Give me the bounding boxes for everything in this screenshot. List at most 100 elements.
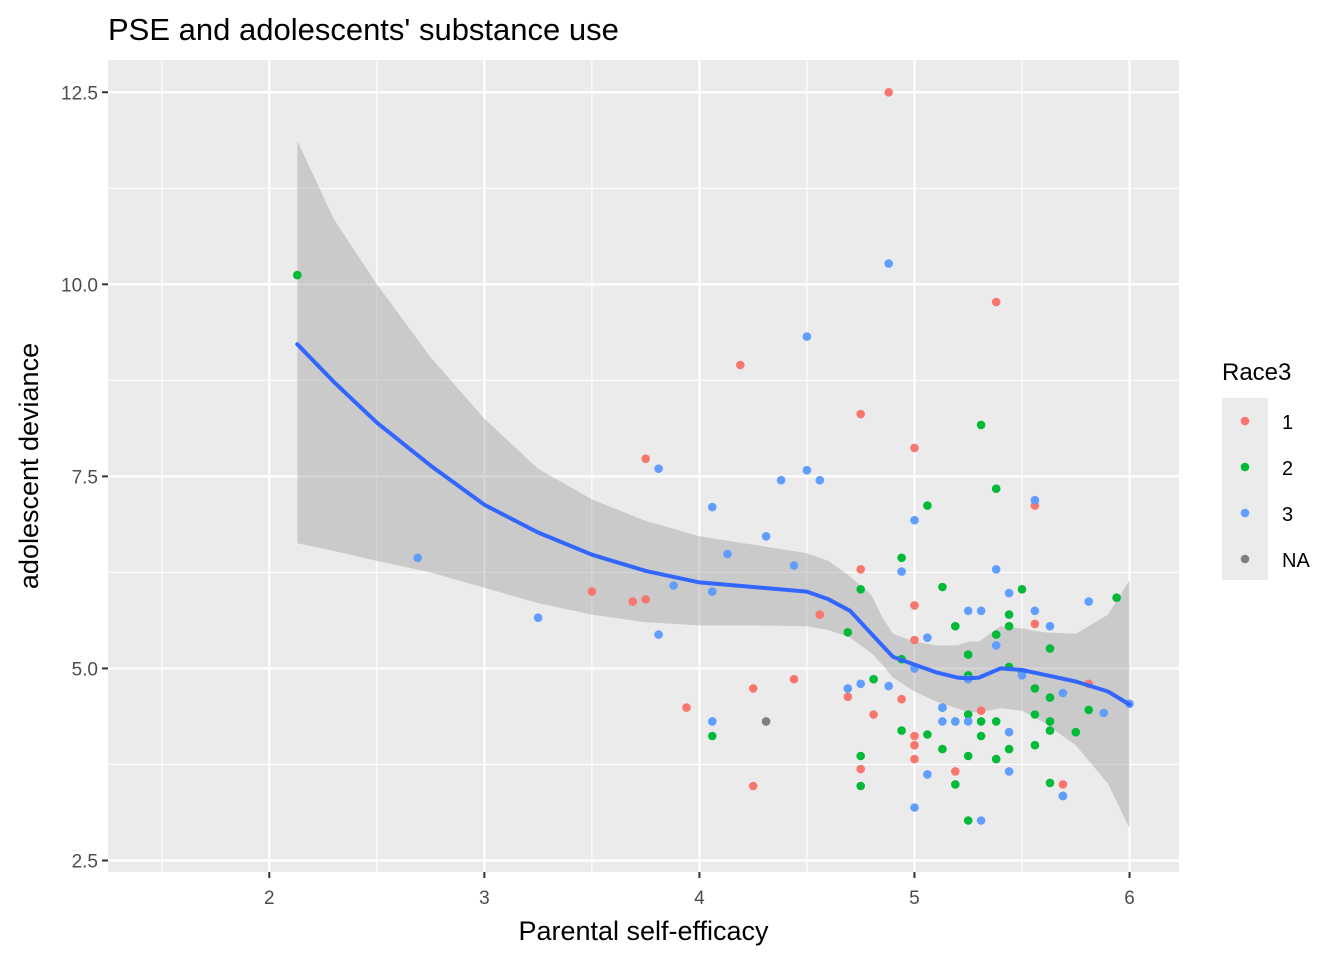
data-point-race-2 <box>1004 744 1014 754</box>
axis-ticks: 2 3 4 5 6 2.5 5.0 7.5 10.0 12.5 <box>61 83 1135 909</box>
data-point-race-3 <box>923 770 932 779</box>
y-tick-label: 10.0 <box>61 275 98 296</box>
data-point-race-2 <box>923 501 932 510</box>
legend: Race3 1 2 3 NA <box>1222 359 1310 580</box>
data-point-race-3 <box>654 464 663 474</box>
data-point-race-3 <box>1030 606 1040 616</box>
data-point-race-2 <box>1004 621 1014 631</box>
data-point-race-1 <box>682 703 691 712</box>
data-point-race-3 <box>1084 597 1093 606</box>
chart-title: PSE and adolescents' substance use <box>108 12 619 47</box>
data-point-race-3 <box>963 606 973 616</box>
data-point-race-1 <box>748 684 758 693</box>
legend-label-na: NA <box>1282 550 1310 572</box>
data-point-race-3 <box>723 549 732 559</box>
legend-title: Race3 <box>1222 359 1291 386</box>
data-point-race-2 <box>991 717 1001 726</box>
data-point-race-2 <box>938 582 947 592</box>
data-point-race-2 <box>856 585 865 594</box>
data-point-race-1 <box>884 88 893 97</box>
data-point-race-2 <box>938 744 947 754</box>
legend-key-2 <box>1240 462 1250 472</box>
data-point-race-1 <box>628 597 637 606</box>
data-point-race-1 <box>991 297 1001 307</box>
data-point-race-3 <box>938 717 947 726</box>
plot-panel <box>108 60 1179 872</box>
data-point-race-2 <box>897 553 906 563</box>
data-point-race-2 <box>1004 610 1014 619</box>
legend-items: 1 2 3 NA <box>1240 412 1310 572</box>
data-point-race-2 <box>1030 684 1040 693</box>
confidence-band <box>297 140 1130 829</box>
data-point-race-2 <box>856 751 865 761</box>
data-point-race-2 <box>897 726 906 735</box>
data-point-race-3 <box>910 515 919 525</box>
data-point-race-1 <box>976 706 986 715</box>
data-point-race-2 <box>963 751 973 761</box>
data-point-race-3 <box>1030 495 1040 505</box>
legend-label-2: 2 <box>1282 458 1293 480</box>
data-point-race-3 <box>856 679 865 689</box>
y-tick-label: 12.5 <box>61 83 98 104</box>
x-tick-label: 2 <box>264 888 275 909</box>
legend-key-1 <box>1240 416 1250 426</box>
data-point-race-3 <box>923 633 932 642</box>
x-tick-label: 4 <box>694 888 705 909</box>
legend-key-3 <box>1240 508 1250 518</box>
data-point-race-1 <box>869 710 878 719</box>
data-point-race-3 <box>1004 588 1014 598</box>
data-point-race-2 <box>976 731 986 741</box>
data-point-race-3 <box>976 816 986 825</box>
data-point-race-1 <box>641 595 650 604</box>
data-point-race-3 <box>897 567 906 576</box>
data-point-race-3 <box>776 475 786 485</box>
legend-label-3: 3 <box>1282 504 1293 526</box>
data-point-race-1 <box>1030 619 1040 629</box>
data-point-race-1 <box>856 764 865 774</box>
data-point-race-2 <box>1084 705 1093 715</box>
data-point-race-1 <box>951 767 960 776</box>
data-point-race-3 <box>991 641 1001 650</box>
data-point-race-2 <box>963 816 973 825</box>
data-point-race-3 <box>1058 688 1068 698</box>
data-point-race-3 <box>963 717 973 726</box>
data-point-race-3 <box>951 717 960 726</box>
data-point-race-2 <box>1045 717 1055 726</box>
data-point-race-1 <box>856 565 865 574</box>
data-point-race-2 <box>293 270 302 280</box>
y-axis-title: adolescent deviance <box>14 343 44 589</box>
data-point-race-3 <box>1045 621 1055 631</box>
data-point-race-3 <box>789 561 799 570</box>
major-gridlines <box>108 60 1179 872</box>
data-point-race-1 <box>587 587 597 596</box>
data-point-race-1 <box>1058 780 1068 789</box>
data-point-race-3 <box>669 581 678 590</box>
x-tick-label: 6 <box>1124 888 1135 909</box>
data-point-race-1 <box>910 740 919 750</box>
data-point-race-2 <box>869 674 878 684</box>
data-point-race-3 <box>1099 708 1108 718</box>
data-point-race-2 <box>963 710 973 719</box>
data-point-race-2 <box>856 781 865 791</box>
data-point-race-1 <box>789 674 799 684</box>
data-point-race-3 <box>976 606 986 616</box>
y-tick-label: 5.0 <box>72 659 98 680</box>
x-tick-label: 5 <box>909 888 920 909</box>
data-point-race-3 <box>802 332 812 341</box>
data-point-race-2 <box>1045 644 1055 653</box>
data-point-race-3 <box>1017 671 1027 680</box>
data-point-race-2 <box>976 717 986 726</box>
data-point-race-1 <box>910 601 919 610</box>
data-point-race-3 <box>533 613 543 622</box>
data-point-race-2 <box>1112 593 1121 602</box>
data-point-race-2 <box>991 754 1001 764</box>
smooth-line <box>295 342 1132 707</box>
data-point-race-2 <box>951 621 960 631</box>
data-point-race-2 <box>1071 727 1081 737</box>
legend-key-background <box>1222 398 1268 580</box>
data-point-race-na <box>761 717 771 726</box>
x-tick-label: 3 <box>479 888 490 909</box>
data-point-race-3 <box>761 532 771 541</box>
data-point-race-3 <box>1004 767 1014 776</box>
